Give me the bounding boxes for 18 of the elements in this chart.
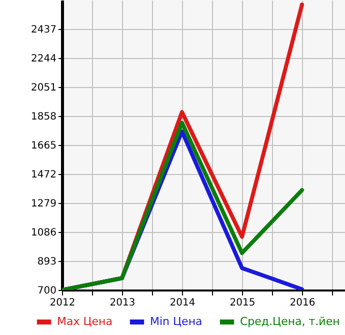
- y-tick-label: 893: [37, 256, 56, 268]
- y-tick-label: 1086: [31, 228, 56, 238]
- x-tick-label: 2015: [230, 298, 256, 308]
- y-tick-label: 700: [37, 286, 56, 296]
- x-tick-label: 2012: [50, 298, 76, 308]
- legend-label: Сред.Цена, т.йен: [240, 315, 340, 328]
- y-tick-label: 2437: [31, 24, 56, 36]
- legend-label: Max Цена: [57, 315, 112, 328]
- y-tick-label: 1472: [31, 170, 56, 180]
- legend-label: Min Цена: [150, 315, 202, 328]
- y-tick-label: 2051: [31, 82, 56, 94]
- y-tick-label: 1858: [31, 112, 56, 122]
- x-tick-label: 2014: [170, 298, 196, 308]
- x-tick-label: 2016: [290, 298, 316, 308]
- y-tick-label: 1279: [31, 198, 56, 210]
- y-tick-label: 1665: [31, 140, 56, 152]
- y-tick-label: 2244: [31, 54, 56, 64]
- x-tick-label: 2013: [110, 298, 136, 308]
